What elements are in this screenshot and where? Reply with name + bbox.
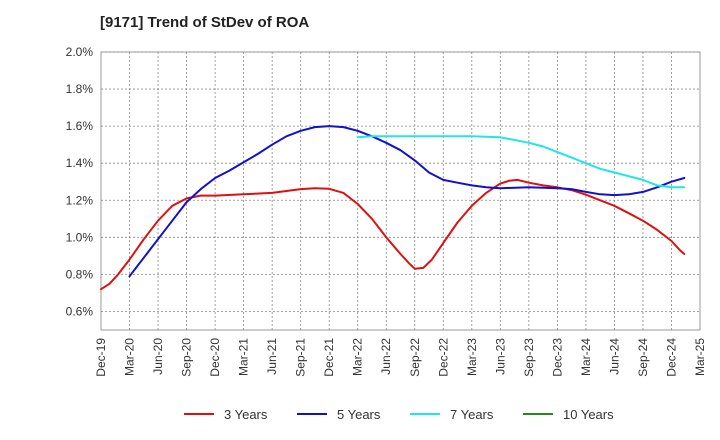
series-line-5-years (128, 125, 686, 278)
legend-label: 5 Years (337, 407, 381, 422)
x-tick-label: Jun-22 (379, 338, 393, 375)
x-tick-label: Dec-24 (664, 338, 678, 377)
x-tick-label: Jun-23 (493, 338, 507, 375)
y-tick-label: 1.6% (66, 119, 94, 133)
x-tick-label: Dec-19 (94, 338, 108, 377)
x-tick-label: Dec-22 (436, 338, 450, 377)
y-tick-label: 1.8% (66, 82, 94, 96)
x-tick-label: Dec-23 (550, 338, 564, 377)
legend-label: 10 Years (563, 407, 614, 422)
legend-label: 3 Years (224, 407, 268, 422)
chart-title: [9171] Trend of StDev of ROA (100, 14, 310, 31)
x-tick-label: Sep-20 (180, 338, 194, 377)
x-tick-label: Dec-21 (322, 338, 336, 377)
y-tick-label: 2.0% (66, 45, 94, 59)
x-tick-label: Mar-23 (465, 338, 479, 376)
x-tick-label: Mar-24 (579, 338, 593, 376)
legend-label: 7 Years (450, 407, 494, 422)
x-tick-label: Sep-23 (522, 338, 536, 377)
x-tick-label: Mar-22 (351, 338, 365, 376)
x-tick-label: Mar-21 (237, 338, 251, 376)
x-tick-label: Mar-20 (123, 338, 137, 376)
x-tick-label: Jun-24 (607, 338, 621, 375)
y-tick-label: 1.0% (66, 230, 94, 244)
x-tick-label: Mar-25 (693, 338, 707, 376)
y-tick-label: 0.6% (66, 304, 94, 318)
x-tick-label: Sep-21 (294, 338, 308, 377)
series-line-7-years (356, 135, 686, 189)
y-tick-label: 1.4% (66, 156, 94, 170)
x-tick-label: Sep-24 (636, 338, 650, 377)
x-tick-label: Dec-20 (208, 338, 222, 377)
x-tick-label: Sep-22 (408, 338, 422, 377)
x-tick-label: Jun-20 (151, 338, 165, 375)
x-tick-label: Jun-21 (265, 338, 279, 375)
y-tick-label: 1.2% (66, 193, 94, 207)
plot-area (100, 51, 701, 331)
y-tick-label: 0.8% (66, 267, 94, 281)
